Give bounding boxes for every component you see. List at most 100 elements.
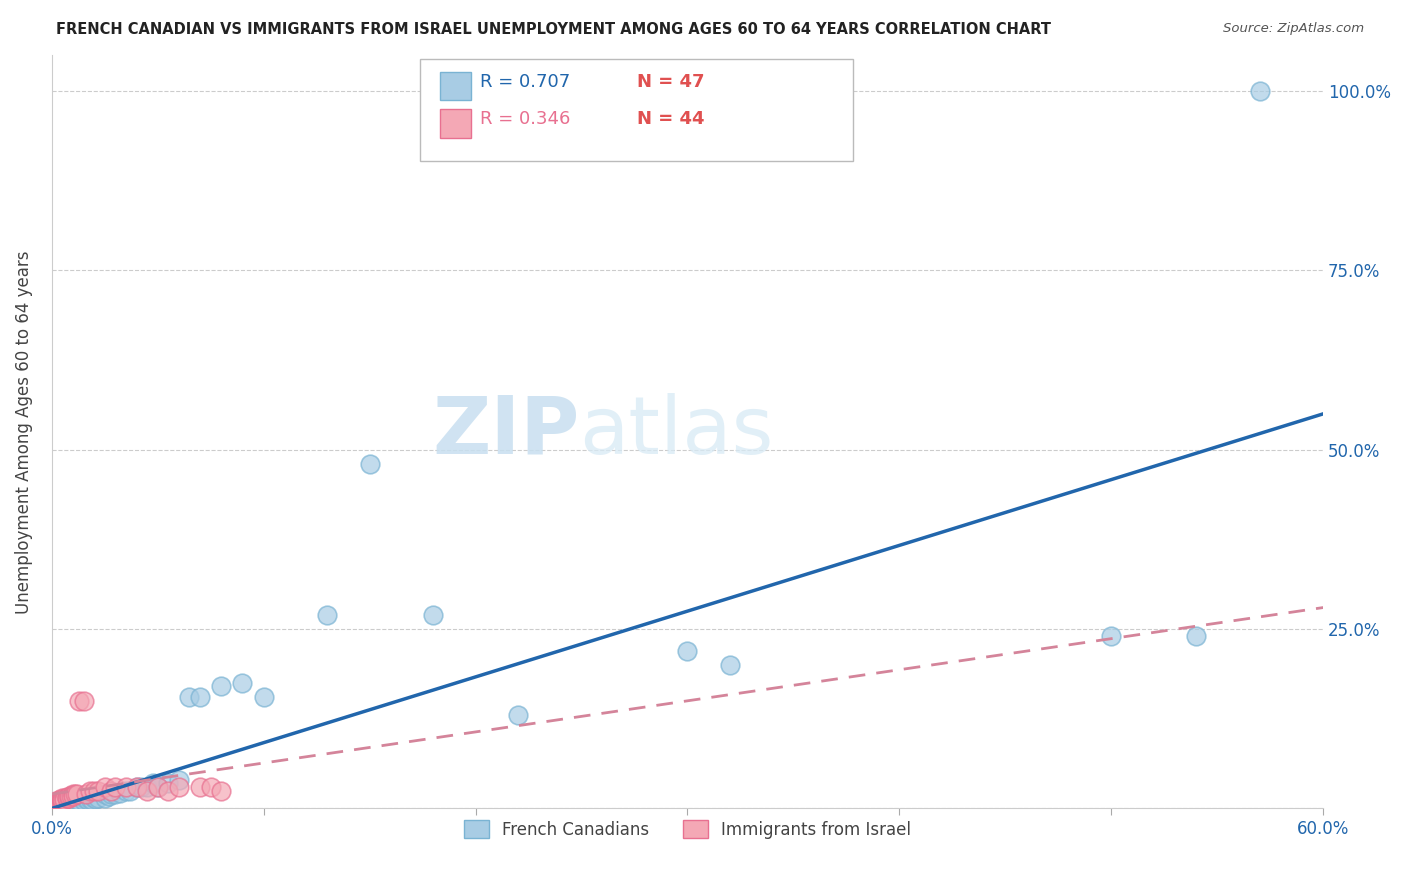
Point [100,787,122,801]
Bar [440,110,471,138]
Text: N = 44: N = 44 [637,111,704,128]
Point [72,794,94,808]
Point [422,607,444,622]
Point [146,780,169,794]
Point [76,793,98,807]
Point [146,780,169,794]
Text: R = 0.707: R = 0.707 [481,72,571,90]
Point [66,787,89,801]
Point [97,789,120,803]
Point [49,794,72,808]
Point [125,780,148,794]
Point [108,786,131,800]
Text: R = 0.346: R = 0.346 [481,111,571,128]
Point [59,794,82,808]
Point [359,457,381,471]
Point [93,787,115,801]
Point [49,794,72,808]
Y-axis label: Unemployment Among Ages 60 to 64 years: Unemployment Among Ages 60 to 64 years [15,250,32,614]
Point [51,794,73,808]
Text: ZIP: ZIP [432,392,579,471]
Bar [440,71,471,100]
Point [62,789,84,803]
Point [188,690,211,705]
Point [93,780,115,794]
Point [188,780,211,794]
Text: Source: ZipAtlas.com: Source: ZipAtlas.com [1223,22,1364,36]
Point [209,680,232,694]
Point [93,790,115,805]
Point [66,793,89,807]
FancyBboxPatch shape [420,59,852,161]
Point [79,792,101,806]
Point [125,780,148,794]
Point [87,790,110,805]
Point [55,794,77,808]
Point [62,787,84,801]
Point [104,787,127,801]
Point [100,783,122,797]
Point [115,783,138,797]
Point [67,794,90,808]
Point [136,780,159,794]
Point [62,794,84,808]
Point [46,794,69,808]
Text: atlas: atlas [579,392,773,471]
Point [136,783,159,797]
Point [63,787,86,801]
Point [62,794,84,808]
Point [67,694,90,708]
Point [83,783,105,797]
Point [51,793,73,807]
Point [58,794,80,808]
Point [72,793,94,807]
Point [62,793,84,807]
Point [83,790,105,805]
Point [49,794,72,808]
Point [46,794,69,808]
Point [104,780,127,794]
Point [87,783,110,797]
Point [1185,629,1208,643]
Point [179,690,201,705]
Point [75,787,97,801]
Point [84,792,107,806]
Point [231,676,253,690]
Point [120,783,142,797]
Point [676,643,699,657]
Point [58,789,80,803]
Point [200,780,222,794]
Point [209,783,232,797]
Point [80,793,103,807]
Point [253,690,276,705]
Point [72,694,94,708]
Point [55,790,77,805]
Point [49,793,72,807]
Point [316,607,339,622]
Point [157,783,180,797]
Point [55,790,77,805]
Point [129,780,152,794]
Point [115,780,138,794]
Point [167,780,190,794]
Legend: French Canadians, Immigrants from Israel: French Canadians, Immigrants from Israel [457,814,918,846]
Point [51,790,73,805]
Point [53,790,76,805]
Point [51,794,73,808]
Point [718,657,741,672]
Text: FRENCH CANADIAN VS IMMIGRANTS FROM ISRAEL UNEMPLOYMENT AMONG AGES 60 TO 64 YEARS: FRENCH CANADIAN VS IMMIGRANTS FROM ISRAE… [56,22,1052,37]
Point [51,794,73,808]
Point [1099,629,1122,643]
Point [58,790,80,805]
Point [51,794,73,808]
Point [79,783,101,797]
Point [51,794,73,808]
Point [59,789,82,803]
Point [142,776,165,790]
Point [51,793,73,807]
Point [157,776,180,790]
Point [75,792,97,806]
Text: N = 47: N = 47 [637,72,704,90]
Point [506,708,529,723]
Point [167,772,190,787]
